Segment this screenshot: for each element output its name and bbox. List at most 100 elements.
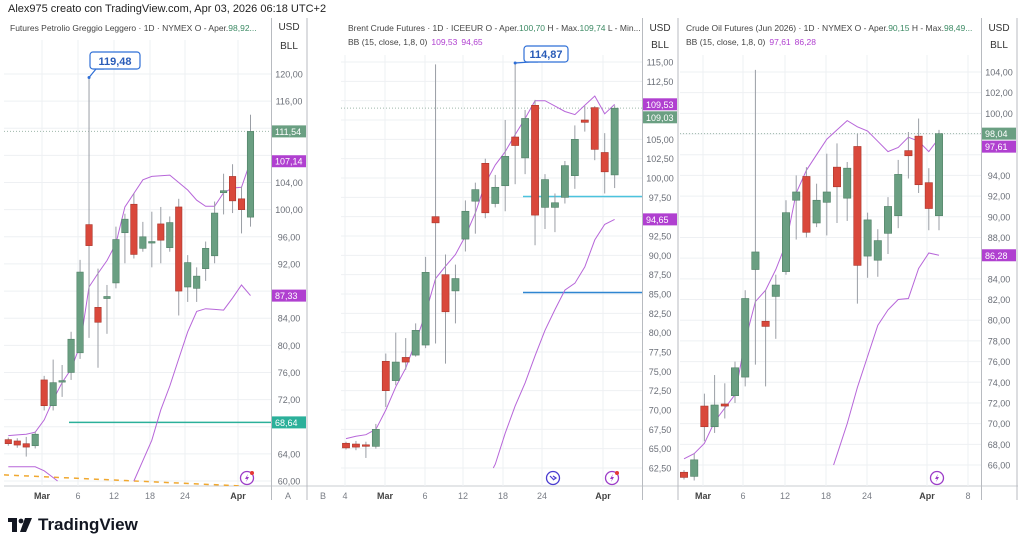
symbol-title: Futures Petrolio Greggio Leggero · 1D · … xyxy=(10,23,193,33)
x-tick-label: 18 xyxy=(145,491,155,501)
bb-indicator-legend[interactable]: BB (15, close, 1,8, 0) 97,61 86,28 xyxy=(686,37,816,47)
candle xyxy=(246,114,255,227)
x-tick-label: 18 xyxy=(498,491,508,501)
candle xyxy=(362,441,370,458)
price-label: 111,54 xyxy=(275,127,301,137)
candle xyxy=(741,290,750,387)
candle xyxy=(561,160,569,204)
candle xyxy=(220,173,228,215)
y-tick-label: 92,00 xyxy=(278,259,301,269)
panel-2-legend[interactable]: Brent Crude Futures · 1D · ICEEUR O - Ap… xyxy=(348,23,641,33)
callout-label: 119,48 xyxy=(98,56,131,68)
currency-label[interactable]: USD xyxy=(649,23,671,34)
candle-body xyxy=(491,186,500,204)
candle-body xyxy=(22,443,30,448)
bb-indicator-legend[interactable]: BB (15, close, 1,8, 0) 109,53 94,65 xyxy=(348,37,483,47)
y-tick-label: 102,00 xyxy=(985,88,1013,98)
candle xyxy=(680,470,688,480)
panel-3-chart: 66,00 68,00 70,00 72,00 74,00 76,00 78,00 80,00… xyxy=(680,18,1018,501)
y-tick-label: 94,00 xyxy=(988,171,1011,181)
y-tick-label: 70,00 xyxy=(988,419,1011,429)
y-tick-label: 62,50 xyxy=(649,464,672,474)
price-label-tag xyxy=(982,249,1016,262)
candle-body xyxy=(130,203,138,255)
panel-2-chart: 62,50 65,00 67,50 70,00 72,50 75,00 77,50 80,00… xyxy=(320,18,679,501)
lightning-alert-icon[interactable] xyxy=(604,470,620,486)
candle-body xyxy=(501,156,510,187)
currency-label[interactable]: USD xyxy=(988,23,1010,34)
candle xyxy=(833,143,841,223)
candle xyxy=(541,174,549,230)
candle xyxy=(381,353,390,407)
candle-body xyxy=(873,240,882,261)
candle-body xyxy=(49,382,57,407)
candle xyxy=(904,131,913,179)
candle xyxy=(894,159,903,229)
candle-body xyxy=(680,471,688,478)
candle-body xyxy=(362,444,370,447)
candle-body xyxy=(175,206,183,292)
lightning-alert-icon[interactable] xyxy=(239,470,255,486)
y-tick-label: 82,00 xyxy=(988,295,1011,305)
candle-body xyxy=(112,239,120,284)
candle xyxy=(31,431,39,449)
callout-box xyxy=(523,45,569,63)
y-tick-label: 75,00 xyxy=(649,367,672,377)
candle xyxy=(371,423,380,449)
candle xyxy=(501,120,510,212)
x-tick-label: 12 xyxy=(780,491,790,501)
candle-body xyxy=(421,272,430,346)
candle xyxy=(157,206,165,264)
candle-body xyxy=(411,330,420,356)
panel-3-legend[interactable]: Crude Oil Futures (Jun 2026) · 1D · NYME… xyxy=(686,23,972,33)
panel-1-chart: 60,00 64,00 72,00 76,00 80,00 84,00 92,00 96,00… xyxy=(4,18,308,501)
y-tick-label: 104,00 xyxy=(275,178,303,188)
candle xyxy=(130,193,138,259)
unit-label[interactable]: BLL xyxy=(651,40,669,51)
candle-body xyxy=(481,163,490,214)
unit-label[interactable]: BLL xyxy=(990,40,1008,51)
bb-lower-band xyxy=(8,466,58,482)
candle-body xyxy=(229,176,237,202)
icon-ring xyxy=(545,470,561,486)
y-tick-label: 72,50 xyxy=(649,386,672,396)
bb-lower-band xyxy=(133,284,251,482)
panel-1-legend[interactable]: Futures Petrolio Greggio Leggero · 1D · … xyxy=(10,23,257,33)
candle xyxy=(139,221,147,252)
replay-arrow-icon[interactable] xyxy=(545,470,561,486)
candle xyxy=(342,441,350,450)
candle xyxy=(481,158,490,219)
price-label: 97,61 xyxy=(985,142,1008,152)
x-tick-label: 12 xyxy=(109,491,119,501)
candle-body xyxy=(211,212,219,257)
candle xyxy=(431,64,440,344)
x-tick-label: Mar xyxy=(695,491,712,501)
candle-body xyxy=(342,442,350,449)
candle xyxy=(193,267,201,302)
candle-body xyxy=(121,218,129,234)
candle-body xyxy=(570,139,579,176)
y-tick-label: 100,00 xyxy=(985,109,1013,119)
candle xyxy=(812,183,821,228)
candle xyxy=(822,153,831,236)
x-tick-label: 24 xyxy=(180,491,190,501)
currency-label[interactable]: USD xyxy=(278,22,300,33)
candle-body xyxy=(451,278,460,292)
x-tick-label: 6 xyxy=(75,491,80,501)
price-label: 109,53 xyxy=(646,100,674,110)
unit-label[interactable]: BLL xyxy=(280,41,298,52)
bb-upper-band xyxy=(8,161,251,437)
price-label: 98,04 xyxy=(985,129,1008,139)
y-tick-label: 112,50 xyxy=(647,77,674,87)
bb-upper-band xyxy=(345,95,615,440)
x-tick-label: Apr xyxy=(230,491,246,501)
y-tick-label: 77,50 xyxy=(649,348,672,358)
candle-body xyxy=(94,307,102,323)
candle xyxy=(521,109,529,175)
lightning-alert-icon[interactable] xyxy=(929,470,945,486)
candle-body xyxy=(863,219,872,257)
y-tick-label: 76,00 xyxy=(278,368,301,378)
y-tick-label: 78,00 xyxy=(988,336,1011,346)
y-tick-label: 90,00 xyxy=(988,212,1011,222)
